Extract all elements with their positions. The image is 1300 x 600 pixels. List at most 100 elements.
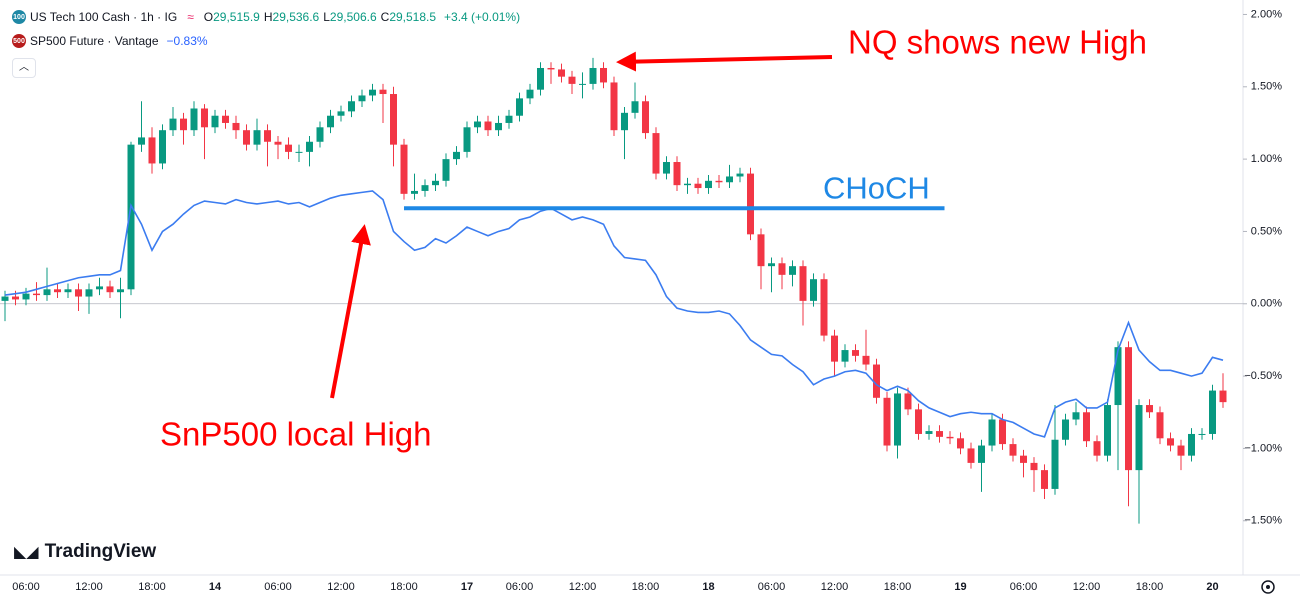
y-tick-label: −0.50% [1244, 370, 1282, 382]
candle-body [726, 176, 733, 183]
x-tick-label: 06:00 [506, 581, 534, 593]
candle-body [904, 393, 912, 410]
line-series [4, 190, 1224, 438]
candle-body [421, 185, 429, 191]
candle-body [211, 115, 219, 128]
candle-body [1009, 444, 1017, 456]
candle-body [400, 144, 408, 194]
collapse-button[interactable]: ︿ [12, 58, 36, 78]
candle-body [516, 98, 523, 116]
brand-logo: ◣◢ [14, 544, 39, 561]
candle-body [1135, 405, 1143, 471]
candle-body [820, 279, 828, 336]
candle-body [694, 183, 702, 189]
candle-body [201, 108, 208, 128]
candle-body [589, 67, 597, 84]
candle-body [348, 101, 355, 112]
candle-body [757, 234, 765, 267]
y-tick-label: 1.50% [1251, 81, 1282, 93]
candle-body [967, 448, 975, 463]
candle-body [159, 130, 166, 164]
candle-body [484, 121, 492, 131]
settings-icon[interactable] [1261, 580, 1275, 594]
candle-body [789, 266, 796, 275]
ohlc-value: 29,518.5 [389, 10, 437, 24]
candle-body [1125, 347, 1132, 471]
logo: 500 [12, 34, 26, 48]
ohlc-value: 29,536.6 [272, 10, 320, 24]
candle-body [43, 289, 51, 296]
x-tick-label: 12:00 [327, 581, 355, 593]
candle-body [253, 130, 261, 145]
candle-body [747, 173, 754, 235]
ohlc-label: L [323, 10, 330, 24]
candle-body [978, 445, 985, 463]
y-tick-label: −1.00% [1244, 442, 1282, 454]
candle-body [285, 144, 292, 152]
candle-body [369, 89, 376, 96]
candle-body [946, 436, 954, 439]
y-tick-label: 0.50% [1251, 225, 1282, 237]
candle-body [1020, 455, 1027, 463]
x-tick-label: 19 [954, 581, 966, 593]
candle-body [894, 393, 901, 446]
candle-body [1167, 438, 1174, 446]
ohlc-label: H [263, 10, 273, 24]
x-tick-label: 18 [702, 581, 714, 593]
candle-body [96, 286, 103, 290]
candle-body [652, 133, 660, 174]
candle-body [274, 141, 282, 145]
x-tick-label: 12:00 [75, 581, 103, 593]
x-tick-label: 12:00 [1073, 581, 1101, 593]
change: +3.4 (+0.01%) [444, 10, 521, 24]
candle-body [1146, 405, 1153, 413]
candle-body [411, 190, 418, 194]
x-tick-label: 06:00 [264, 581, 292, 593]
x-tick-label: 12:00 [821, 581, 849, 593]
candle-body [705, 180, 712, 189]
candle-body [988, 419, 996, 446]
annotation: NQ shows new High [848, 24, 1147, 61]
candle-body [621, 112, 628, 131]
candle-body [873, 364, 880, 398]
candle-body [883, 397, 891, 446]
candle-body [631, 101, 639, 113]
change: −0.83% [166, 34, 208, 48]
candle-body [190, 108, 198, 131]
candle-body [432, 180, 439, 186]
logo: 100 [12, 10, 26, 24]
candle-body [379, 89, 387, 95]
candle-body [663, 162, 670, 174]
candle-body [1198, 433, 1206, 435]
ohlc: O29,515.9 H29,536.6 L29,506.6 C29,518.5 [204, 10, 440, 24]
y-tick-label: −1.50% [1244, 515, 1282, 527]
x-tick-label: 06:00 [12, 581, 40, 593]
candle-body [831, 335, 838, 362]
ohlc-value: 29,515.9 [213, 10, 260, 24]
candle-body [264, 130, 271, 142]
candle-body [715, 180, 723, 183]
ohlc-label: C [380, 10, 390, 24]
candle-body [1083, 412, 1090, 442]
candle-body [558, 69, 565, 77]
candle-body [810, 279, 817, 301]
x-tick-label: 12:00 [569, 581, 597, 593]
plot-area: 2.00% 1.50% 1.00% 0.50% 0.00% −0.50% −1.00% −1.… [0, 8, 1282, 593]
x-tick-label: 06:00 [1010, 581, 1038, 593]
candle-body [138, 137, 145, 145]
candle-body [610, 82, 618, 131]
candle-body [306, 141, 313, 152]
candle-body [1, 296, 9, 301]
candle-body [316, 127, 324, 142]
candle-body [936, 431, 943, 437]
x-tick-label: 17 [461, 581, 473, 593]
candle-body [148, 137, 156, 164]
candle-body [463, 127, 471, 152]
candle-body [495, 122, 502, 131]
candle-body [799, 266, 807, 301]
candle-body [243, 130, 250, 145]
candle-body [862, 355, 870, 365]
x-tick-label: 18:00 [884, 581, 912, 593]
candle-body [127, 144, 135, 290]
